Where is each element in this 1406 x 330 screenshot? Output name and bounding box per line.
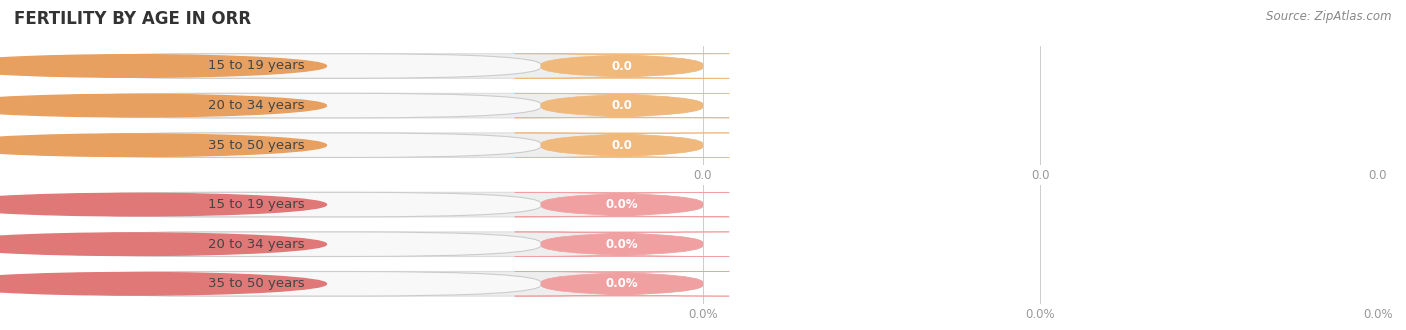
FancyBboxPatch shape [28, 133, 541, 157]
Text: 35 to 50 years: 35 to 50 years [208, 277, 304, 290]
FancyBboxPatch shape [28, 133, 703, 157]
Circle shape [0, 273, 326, 295]
FancyBboxPatch shape [515, 93, 730, 118]
Circle shape [0, 134, 326, 156]
FancyBboxPatch shape [28, 54, 541, 78]
Text: 0.0: 0.0 [612, 139, 633, 152]
Text: 0.0%: 0.0% [606, 198, 638, 211]
FancyBboxPatch shape [28, 272, 541, 296]
Text: 0.0%: 0.0% [606, 238, 638, 251]
FancyBboxPatch shape [28, 232, 703, 256]
Text: Source: ZipAtlas.com: Source: ZipAtlas.com [1267, 10, 1392, 23]
Text: 0.0%: 0.0% [606, 277, 638, 290]
Text: FERTILITY BY AGE IN ORR: FERTILITY BY AGE IN ORR [14, 10, 252, 28]
FancyBboxPatch shape [515, 54, 730, 78]
FancyBboxPatch shape [28, 93, 541, 118]
Circle shape [0, 233, 326, 255]
FancyBboxPatch shape [515, 232, 730, 256]
Text: 15 to 19 years: 15 to 19 years [208, 59, 304, 73]
Text: 35 to 50 years: 35 to 50 years [208, 139, 304, 152]
FancyBboxPatch shape [28, 54, 703, 78]
FancyBboxPatch shape [28, 272, 703, 296]
Circle shape [0, 55, 326, 77]
Text: 20 to 34 years: 20 to 34 years [208, 238, 304, 251]
FancyBboxPatch shape [28, 93, 703, 118]
Text: 0.0: 0.0 [612, 59, 633, 73]
Text: 0.0: 0.0 [612, 99, 633, 112]
FancyBboxPatch shape [515, 192, 730, 217]
FancyBboxPatch shape [515, 133, 730, 157]
Text: 15 to 19 years: 15 to 19 years [208, 198, 304, 211]
FancyBboxPatch shape [515, 272, 730, 296]
Circle shape [0, 94, 326, 117]
FancyBboxPatch shape [28, 192, 541, 217]
FancyBboxPatch shape [28, 232, 541, 256]
FancyBboxPatch shape [28, 192, 703, 217]
Circle shape [0, 193, 326, 216]
Text: 20 to 34 years: 20 to 34 years [208, 99, 304, 112]
